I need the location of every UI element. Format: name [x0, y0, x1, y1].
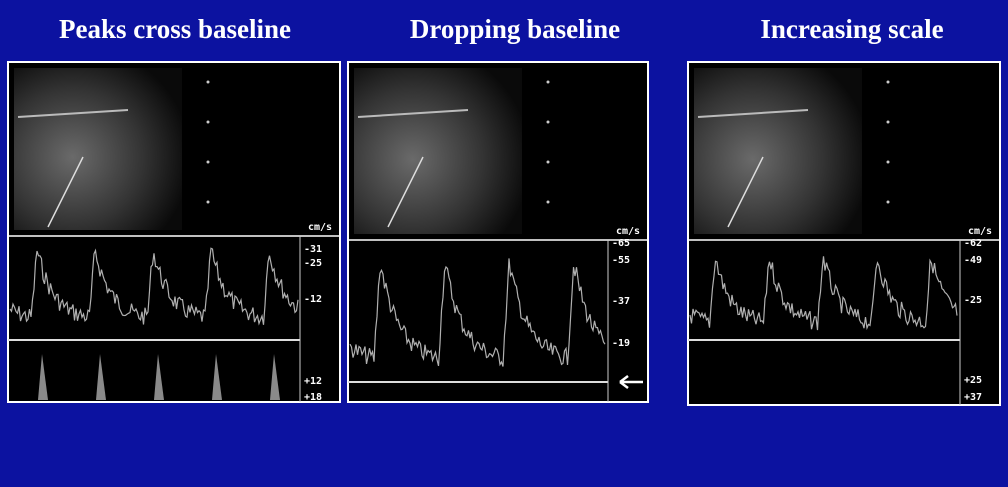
depth-dot [207, 201, 210, 204]
panel-title: Peaks cross baseline [59, 14, 291, 44]
scale-unit: cm/s [308, 222, 332, 233]
scale-label: -65 [612, 238, 630, 249]
b-mode-image [14, 68, 182, 230]
depth-dot [207, 161, 210, 164]
scale-label: -62 [964, 238, 982, 249]
slide: Peaks cross baseline cm/s -31 -25 -12 +12 +18 D… [0, 0, 1008, 487]
panel-title: Dropping baseline [410, 14, 620, 44]
scale-label: -31 [304, 244, 322, 255]
scale-label: -37 [612, 296, 630, 307]
depth-dot [547, 121, 550, 124]
depth-dot [547, 201, 550, 204]
scale-label: -25 [964, 295, 982, 306]
b-mode-image [694, 68, 862, 234]
scale-label: -12 [304, 294, 322, 305]
scale-label: -25 [304, 258, 322, 269]
scale-label: -55 [612, 255, 630, 266]
scale-label: +25 [964, 375, 982, 386]
depth-dot [207, 121, 210, 124]
scale-unit: cm/s [616, 226, 640, 237]
depth-dot [547, 161, 550, 164]
scale-label: +12 [304, 376, 322, 387]
scale-label: -49 [964, 255, 982, 266]
depth-dot [207, 81, 210, 84]
depth-dot [887, 201, 890, 204]
b-mode-image [354, 68, 522, 234]
panel-title: Increasing scale [760, 14, 943, 44]
scale-label: -19 [612, 338, 630, 349]
depth-dot [887, 121, 890, 124]
depth-dot [547, 81, 550, 84]
scale-label: +37 [964, 392, 982, 403]
depth-dot [887, 161, 890, 164]
depth-dot [887, 81, 890, 84]
scale-unit: cm/s [968, 226, 992, 237]
scale-label: +18 [304, 392, 322, 403]
